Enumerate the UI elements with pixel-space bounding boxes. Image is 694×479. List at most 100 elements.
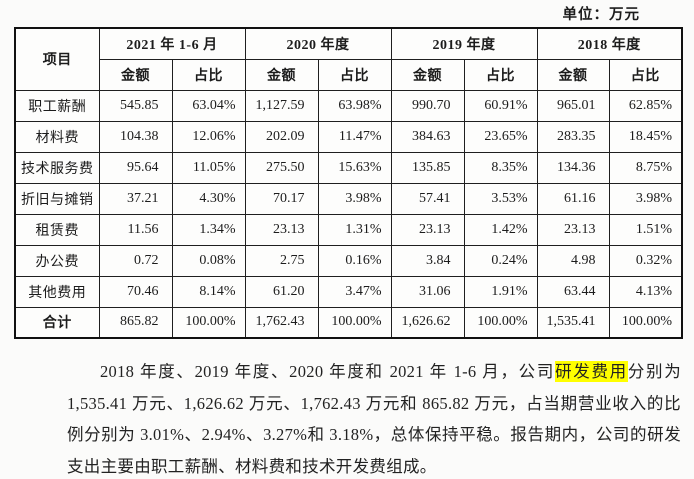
row-item-label: 租赁费 xyxy=(14,213,100,246)
row-item-label: 办公费 xyxy=(14,244,100,277)
amount-cell: 23.13 xyxy=(390,213,465,246)
amount-cell: 545.85 xyxy=(98,89,173,122)
ratio-cell: 100.00% xyxy=(171,306,246,339)
amount-cell: 31.06 xyxy=(390,275,465,308)
amount-cell: 0.72 xyxy=(98,244,173,277)
row-item-label: 材料费 xyxy=(14,120,100,153)
table-row: 办公费 0.72 0.08% 2.75 0.16% 3.84 0.24% 4.98 0.32% xyxy=(14,244,683,277)
amount-cell: 1,626.62 xyxy=(390,306,465,339)
amount-header: 金额 xyxy=(98,58,173,91)
corner-header: 项目 xyxy=(14,27,100,91)
amount-cell: 2.75 xyxy=(244,244,319,277)
period-header-2018: 2018 年度 xyxy=(536,27,683,60)
ratio-cell: 1.34% xyxy=(171,213,246,246)
table-row: 技术服务费 95.64 11.05% 275.50 15.63% 135.85 8.35% 1… xyxy=(14,151,683,184)
amount-cell: 104.38 xyxy=(98,120,173,153)
amount-cell: 70.46 xyxy=(98,275,173,308)
expense-table-body: 职工薪酬 545.85 63.04% 1,127.59 63.98% 990.70 60.9… xyxy=(14,89,683,339)
ratio-cell: 15.63% xyxy=(317,151,392,184)
table-row: 材料费 104.38 12.06% 202.09 11.47% 384.63 23.65% 2… xyxy=(14,120,683,153)
period-header-2021: 2021 年 1-6 月 xyxy=(98,27,246,60)
unit-label: 单位：万元 xyxy=(562,7,640,23)
ratio-cell: 60.91% xyxy=(463,89,538,122)
amount-cell: 1,127.59 xyxy=(244,89,319,122)
ratio-cell: 8.75% xyxy=(608,151,683,184)
ratio-cell: 1.91% xyxy=(463,275,538,308)
ratio-cell: 3.47% xyxy=(317,275,392,308)
row-item-label: 折旧与摊销 xyxy=(14,182,100,215)
ratio-cell: 11.47% xyxy=(317,120,392,153)
ratio-cell: 0.32% xyxy=(608,244,683,277)
summary-paragraph: 2018 年度、2019 年度、2020 年度和 2021 年 1-6 月，公司… xyxy=(67,356,681,479)
table-row: 职工薪酬 545.85 63.04% 1,127.59 63.98% 990.70 60.9… xyxy=(14,89,683,122)
ratio-cell: 3.98% xyxy=(608,182,683,215)
amount-cell: 1,535.41 xyxy=(536,306,610,339)
ratio-cell: 3.98% xyxy=(317,182,392,215)
amount-header: 金额 xyxy=(244,58,319,91)
amount-cell: 275.50 xyxy=(244,151,319,184)
table-row: 折旧与摊销 37.21 4.30% 70.17 3.98% 57.41 3.53% 61.16… xyxy=(14,182,683,215)
amount-cell: 61.20 xyxy=(244,275,319,308)
ratio-cell: 0.08% xyxy=(171,244,246,277)
ratio-cell: 18.45% xyxy=(608,120,683,153)
ratio-cell: 63.04% xyxy=(171,89,246,122)
ratio-cell: 100.00% xyxy=(608,306,683,339)
ratio-cell: 100.00% xyxy=(463,306,538,339)
amount-cell: 95.64 xyxy=(98,151,173,184)
ratio-cell: 1.31% xyxy=(317,213,392,246)
amount-cell: 11.56 xyxy=(98,213,173,246)
ratio-header: 占比 xyxy=(317,58,392,91)
ratio-cell: 62.85% xyxy=(608,89,683,122)
ratio-cell: 23.65% xyxy=(463,120,538,153)
ratio-header: 占比 xyxy=(171,58,246,91)
period-header-2020: 2020 年度 xyxy=(244,27,392,60)
sub-header-row: 金额 占比 金额 占比 金额 占比 金额 占比 xyxy=(15,58,683,91)
row-item-label: 技术服务费 xyxy=(14,151,100,184)
amount-header: 金额 xyxy=(536,58,610,91)
paragraph-part1: 2018 年度、2019 年度、2020 年度和 2021 年 1-6 月，公司 xyxy=(100,362,556,381)
table-row: 租赁费 11.56 1.34% 23.13 1.31% 23.13 1.42% 23.13 1.… xyxy=(14,213,683,246)
ratio-cell: 0.24% xyxy=(463,244,538,277)
period-header-row: 项目 2021 年 1-6 月 2020 年度 2019 年度 2018 年度 xyxy=(14,27,683,91)
ratio-cell: 3.53% xyxy=(463,182,538,215)
row-item-label: 合计 xyxy=(14,306,100,339)
ratio-cell: 0.16% xyxy=(317,244,392,277)
amount-cell: 4.98 xyxy=(536,244,610,277)
amount-cell: 23.13 xyxy=(244,213,319,246)
row-item-label: 其他费用 xyxy=(14,275,100,308)
row-item-label: 职工薪酬 xyxy=(14,89,100,122)
ratio-cell: 4.13% xyxy=(608,275,683,308)
amount-cell: 990.70 xyxy=(390,89,465,122)
paragraph-part2: 分别为 1,535.41 万元、1,626.62 万元、1,762.43 万元和… xyxy=(67,362,682,476)
ratio-header: 占比 xyxy=(463,58,538,91)
ratio-cell: 63.98% xyxy=(317,89,392,122)
amount-cell: 23.13 xyxy=(536,213,610,246)
amount-cell: 202.09 xyxy=(244,120,319,153)
period-header-2019: 2019 年度 xyxy=(390,27,538,60)
ratio-cell: 8.14% xyxy=(171,275,246,308)
ratio-header: 占比 xyxy=(608,58,683,91)
amount-header: 金额 xyxy=(390,58,465,91)
amount-cell: 37.21 xyxy=(98,182,173,215)
amount-cell: 3.84 xyxy=(390,244,465,277)
table-row: 其他费用 70.46 8.14% 61.20 3.47% 31.06 1.91% 63.44 4… xyxy=(14,275,683,308)
amount-cell: 1,762.43 xyxy=(244,306,319,339)
ratio-cell: 4.30% xyxy=(171,182,246,215)
amount-cell: 283.35 xyxy=(536,120,610,153)
ratio-cell: 11.05% xyxy=(171,151,246,184)
ratio-cell: 100.00% xyxy=(317,306,392,339)
amount-cell: 865.82 xyxy=(98,306,173,339)
amount-cell: 61.16 xyxy=(536,182,610,215)
amount-cell: 135.85 xyxy=(390,151,465,184)
highlighted-term: 研发费用 xyxy=(555,361,628,382)
amount-cell: 134.36 xyxy=(536,151,610,184)
amount-cell: 965.01 xyxy=(536,89,610,122)
total-row: 合计 865.82 100.00% 1,762.43 100.00% 1,626.62 10… xyxy=(14,306,683,339)
ratio-cell: 8.35% xyxy=(463,151,538,184)
amount-cell: 384.63 xyxy=(390,120,465,153)
amount-cell: 70.17 xyxy=(244,182,319,215)
ratio-cell: 1.51% xyxy=(608,213,683,246)
ratio-cell: 12.06% xyxy=(171,120,246,153)
ratio-cell: 1.42% xyxy=(463,213,538,246)
rd-expense-table: 项目 2021 年 1-6 月 2020 年度 2019 年度 2018 年度 … xyxy=(14,27,684,339)
